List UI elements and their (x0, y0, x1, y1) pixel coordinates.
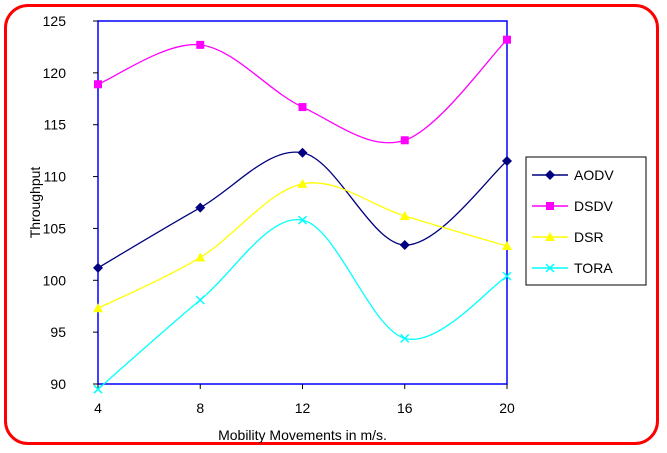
data-point-tora (502, 271, 512, 281)
y-tick-label: 90 (50, 376, 66, 392)
data-point-aodv (195, 202, 206, 213)
legend-label: DSR (574, 229, 604, 245)
y-tick-label: 95 (50, 324, 66, 340)
series-dsdv (94, 35, 511, 145)
data-point-aodv (399, 240, 410, 251)
y-tick-label: 125 (43, 13, 67, 29)
data-point-dsr (93, 303, 103, 313)
data-point-dsr (502, 241, 512, 251)
x-axis-title: Mobility Movements in m/s. (218, 427, 387, 443)
data-point-dsdv (196, 40, 205, 49)
legend-label: TORA (574, 260, 613, 276)
legend-label: AODV (574, 167, 614, 183)
legend-label: DSDV (574, 198, 614, 214)
legend-item-dsdv: DSDV (532, 198, 614, 214)
x-axis-ticks: 4 8 12 16 20 (94, 384, 515, 416)
series-tora (93, 215, 512, 394)
data-point-dsr (297, 178, 308, 188)
legend-marker-tora (545, 263, 555, 273)
y-tick-label: 120 (43, 65, 67, 81)
legend: AODV DSDV DSR TORA (525, 156, 647, 286)
series-dsr (93, 178, 512, 313)
legend-marker-dsr (545, 232, 555, 241)
y-tick-label: 105 (43, 220, 67, 236)
legend-item-dsr: DSR (532, 229, 604, 245)
data-point-aodv (297, 147, 308, 158)
data-point-dsdv (94, 80, 102, 89)
data-point-tora (400, 333, 410, 343)
series-aodv (93, 147, 512, 273)
legend-marker-dsdv (546, 202, 554, 210)
plot-area (97, 20, 508, 385)
y-tick-label: 110 (44, 169, 67, 185)
x-tick-label: 20 (499, 400, 515, 416)
x-tick-label: 8 (196, 400, 204, 416)
legend-box (525, 156, 647, 286)
series-layer (93, 35, 512, 394)
data-point-dsdv (298, 103, 307, 112)
legend-item-tora: TORA (532, 260, 613, 276)
data-point-aodv (93, 262, 103, 273)
data-point-tora (297, 215, 308, 225)
y-axis-title: Throughput (27, 167, 43, 239)
data-point-tora (93, 384, 103, 394)
data-point-dsr (399, 210, 410, 220)
y-tick-label: 100 (43, 272, 67, 288)
data-point-dsdv (400, 136, 409, 145)
data-point-dsdv (503, 35, 511, 44)
x-tick-label: 16 (397, 400, 413, 416)
legend-item-aodv: AODV (532, 167, 614, 183)
legend-marker-aodv (545, 170, 555, 180)
y-axis-ticks: 90 95 100 105 110 115 120 125 (43, 13, 98, 392)
x-tick-label: 12 (295, 400, 311, 416)
data-point-dsr (195, 252, 206, 262)
y-tick-label: 115 (44, 117, 67, 133)
data-point-tora (195, 295, 205, 305)
x-tick-label: 4 (94, 400, 102, 416)
data-point-aodv (502, 156, 512, 167)
